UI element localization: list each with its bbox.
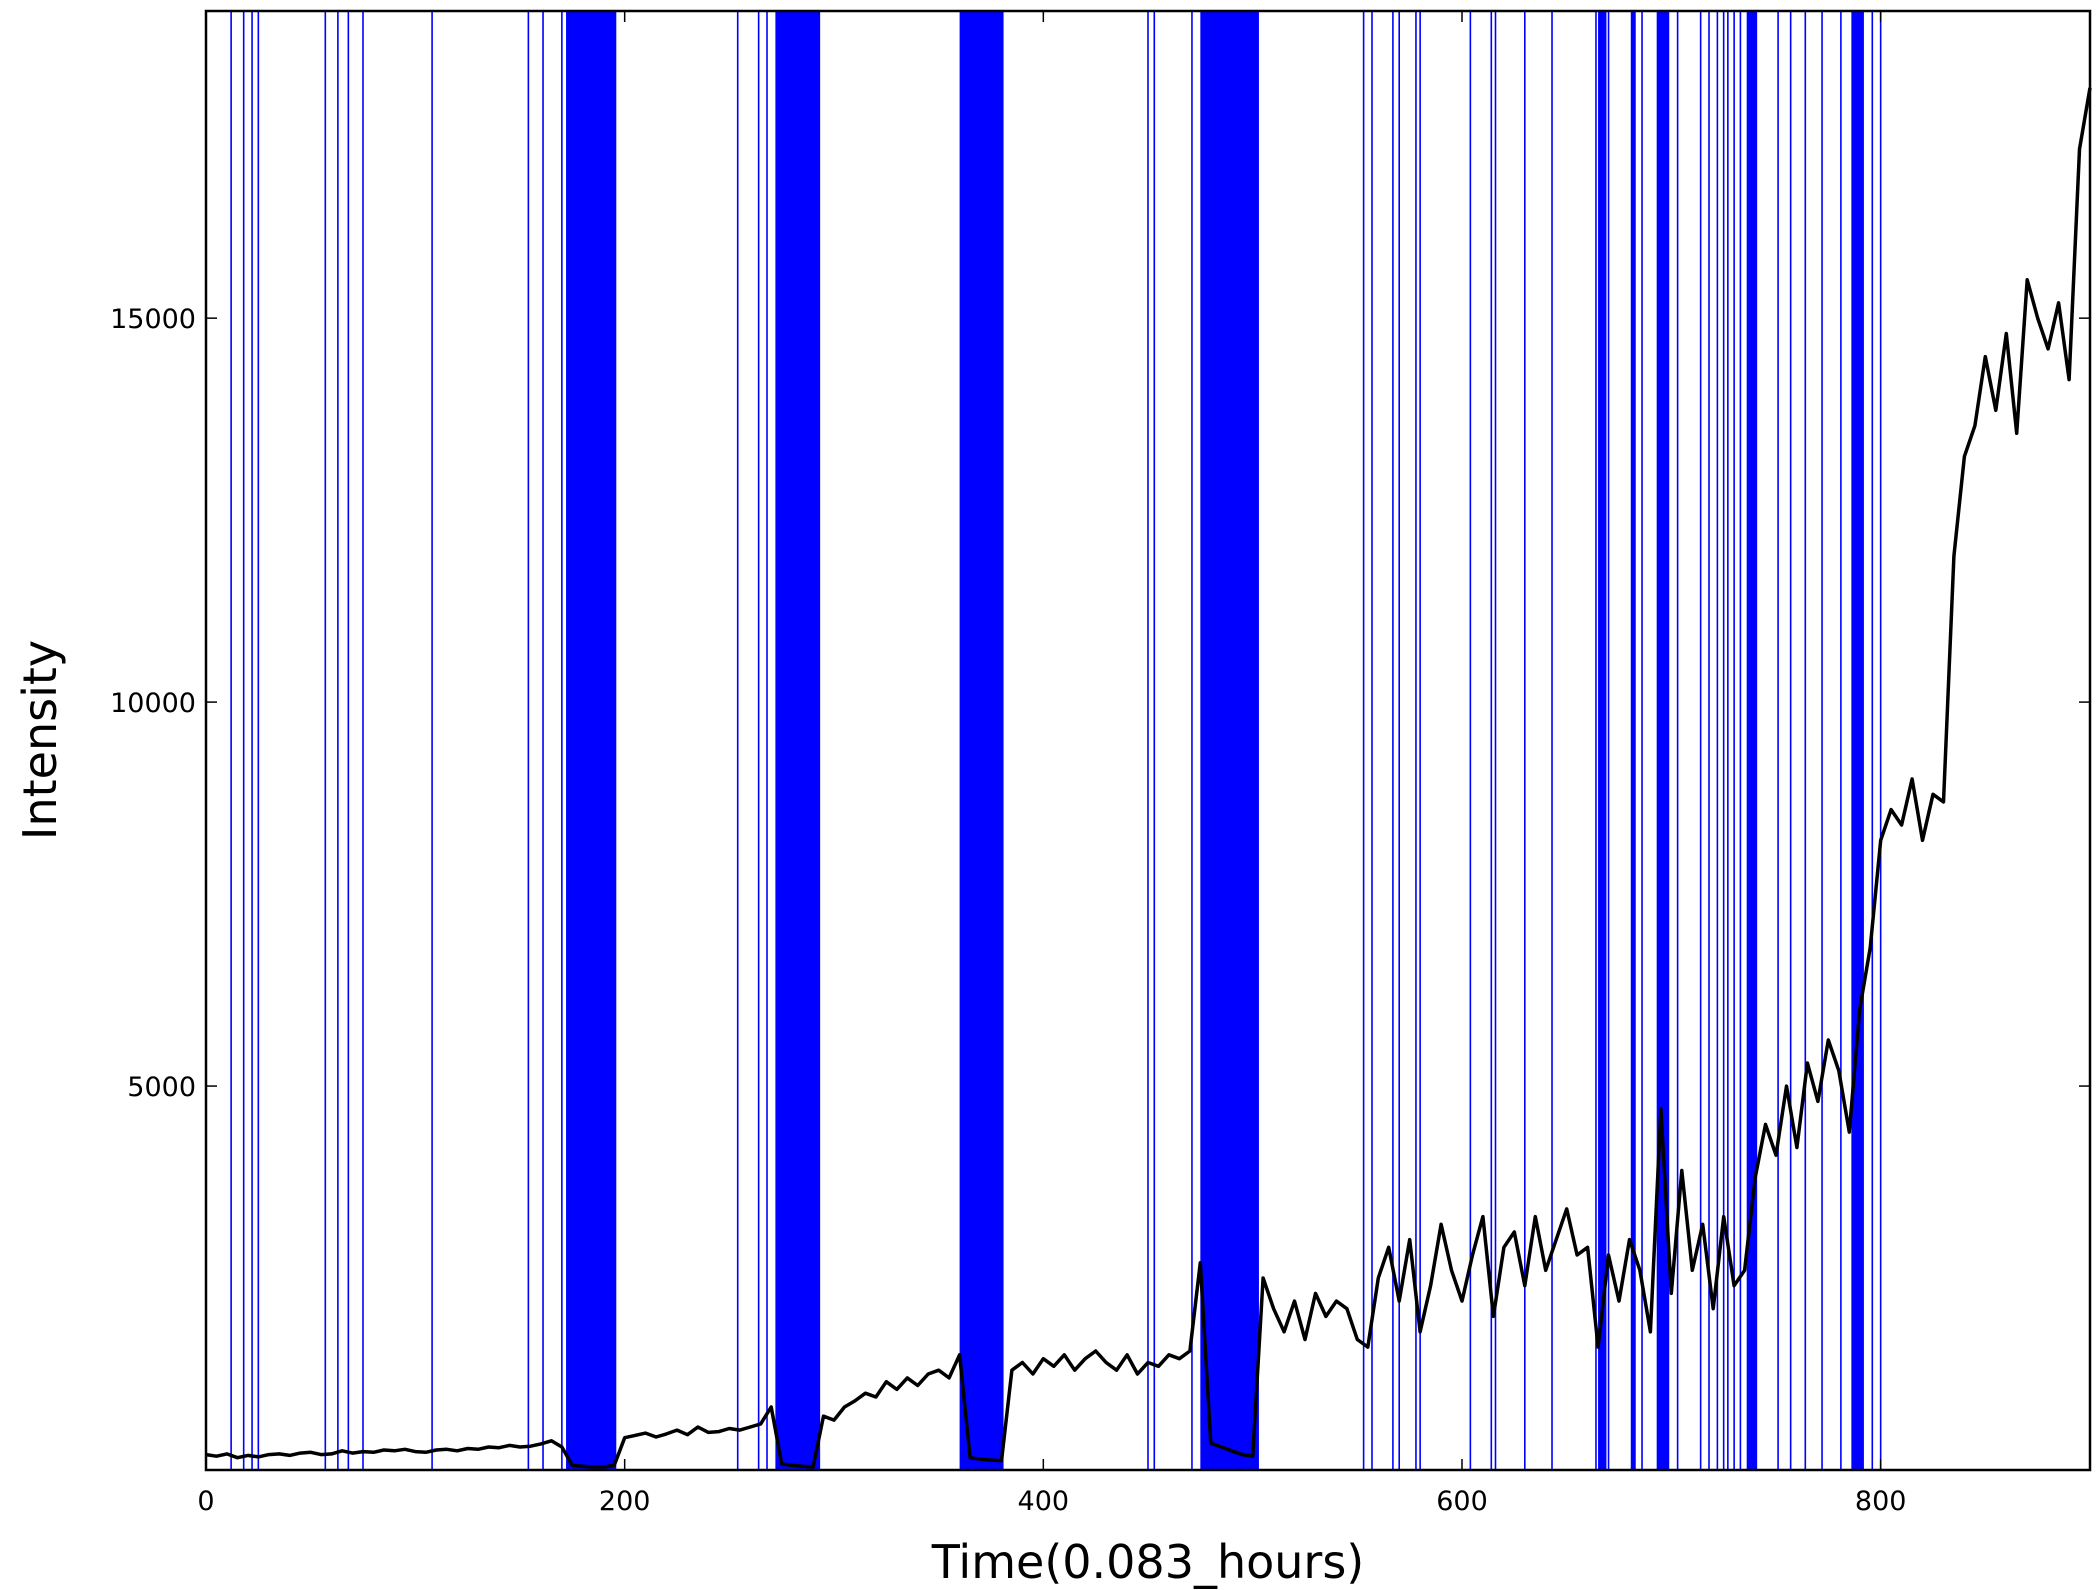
highlight-span [775,11,820,1470]
y-tick-label: 10000 [110,688,196,719]
data-line [205,87,2092,1469]
highlight-span [1598,11,1607,1470]
plot-frame [204,9,2092,1472]
highlight-span [1851,11,1864,1470]
x-tick-label: 400 [1018,1486,1070,1517]
y-axis-label: Intensity [13,640,67,840]
highlight-span [1200,11,1259,1470]
highlight-span [1631,11,1636,1470]
highlight-span [959,11,1004,1470]
x-tick-label: 200 [599,1486,651,1517]
x-tick-label: 0 [197,1486,214,1517]
highlight-span [566,11,617,1470]
x-tick-label: 600 [1436,1486,1488,1517]
x-tick-label: 800 [1855,1486,1907,1517]
y-tick-label: 5000 [127,1072,196,1103]
x-axis-label: Time(0.083_hours) [931,1535,1365,1589]
highlight-span [1746,11,1758,1470]
y-tick-label: 15000 [110,304,196,335]
